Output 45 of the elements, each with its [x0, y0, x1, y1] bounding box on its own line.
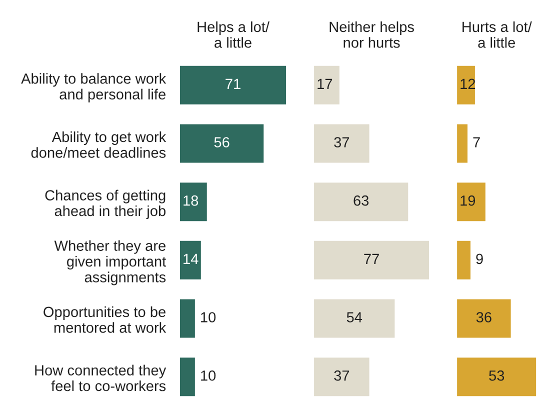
- bar: [180, 124, 264, 163]
- bar: [457, 358, 536, 396]
- data-label: 37: [334, 137, 350, 148]
- bar: [457, 240, 470, 280]
- y-tick-label: Whether they are given important assignments: [54, 240, 166, 286]
- bar: [457, 182, 486, 222]
- data-label: 9: [476, 254, 483, 264]
- data-label: 54: [346, 312, 362, 322]
- bar: [457, 299, 511, 338]
- bar: [457, 124, 468, 163]
- y-tick-label: Ability to get work done/meet deadlines: [31, 131, 166, 158]
- bar: [314, 66, 340, 104]
- bar: [180, 182, 207, 222]
- data-label: 12: [460, 78, 476, 89]
- data-label: 19: [460, 195, 476, 206]
- chart-title: Helps a lot/ a little: [198, 21, 270, 48]
- bar: [314, 124, 370, 163]
- chart-title: Hurts a lot/ a little: [462, 21, 532, 48]
- bar: [314, 182, 408, 222]
- data-label: 10: [201, 370, 216, 381]
- data-label: 71: [226, 78, 240, 89]
- chart-title: Neither helps nor hurts: [330, 21, 414, 48]
- data-label: 14: [184, 254, 198, 264]
- bar: [180, 299, 195, 338]
- data-label: 56: [214, 137, 230, 148]
- y-tick-label: Ability to balance work and personal life: [21, 73, 166, 102]
- bar: [180, 240, 201, 280]
- y-tick-label: Chances of getting ahead in their job: [45, 190, 166, 220]
- y-tick-label: How connected they feel to co-workers: [35, 364, 166, 392]
- data-label: 36: [476, 312, 492, 322]
- data-label: 7: [473, 137, 480, 148]
- data-label: 77: [364, 254, 379, 264]
- data-label: 18: [184, 195, 198, 206]
- data-label: 17: [318, 78, 332, 89]
- bar: [180, 66, 286, 104]
- data-label: 53: [489, 370, 504, 381]
- bar: [314, 358, 370, 396]
- data-label: 10: [201, 312, 216, 322]
- bar: [314, 299, 395, 338]
- data-label: 63: [354, 195, 369, 206]
- bar: [180, 358, 195, 396]
- bar: [314, 240, 430, 280]
- y-tick-label: Opportunities to be mentored at work: [44, 306, 166, 333]
- data-label: 37: [334, 370, 350, 381]
- bar: [457, 66, 475, 104]
